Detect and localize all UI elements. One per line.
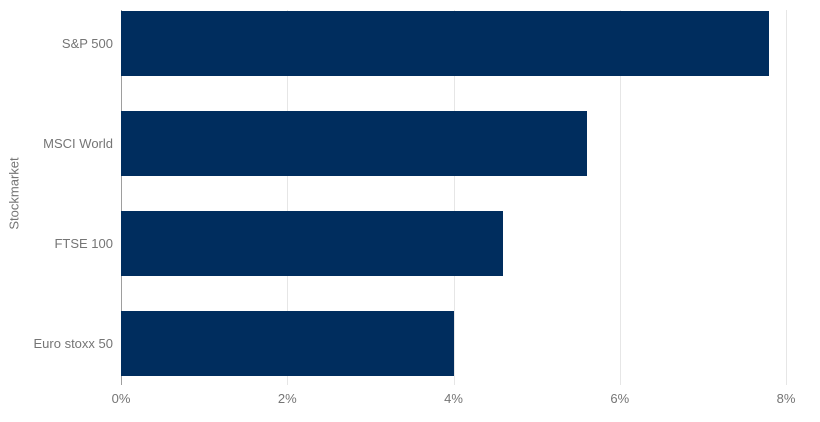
x-axis-tick-label: 4% bbox=[444, 391, 463, 406]
bar[interactable] bbox=[121, 311, 454, 376]
x-axis-tick-label: 6% bbox=[610, 391, 630, 406]
category-label: S&P 500 bbox=[61, 36, 113, 51]
category-label: FTSE 100 bbox=[54, 236, 113, 251]
plot-area bbox=[121, 10, 787, 385]
category-label: MSCI World bbox=[43, 136, 113, 151]
bar[interactable] bbox=[121, 11, 770, 76]
y-axis-baseline bbox=[121, 10, 122, 385]
x-axis-tick-label: 0% bbox=[111, 391, 131, 406]
gridline bbox=[619, 10, 621, 385]
bar[interactable] bbox=[121, 211, 504, 276]
gridline bbox=[287, 10, 289, 385]
x-axis-tick-label: 2% bbox=[277, 391, 297, 406]
gridline bbox=[786, 10, 787, 385]
bar[interactable] bbox=[121, 111, 587, 176]
x-axis-tick-label: 8% bbox=[776, 391, 796, 406]
gridline bbox=[453, 10, 455, 385]
category-label: Euro stoxx 50 bbox=[33, 336, 114, 351]
